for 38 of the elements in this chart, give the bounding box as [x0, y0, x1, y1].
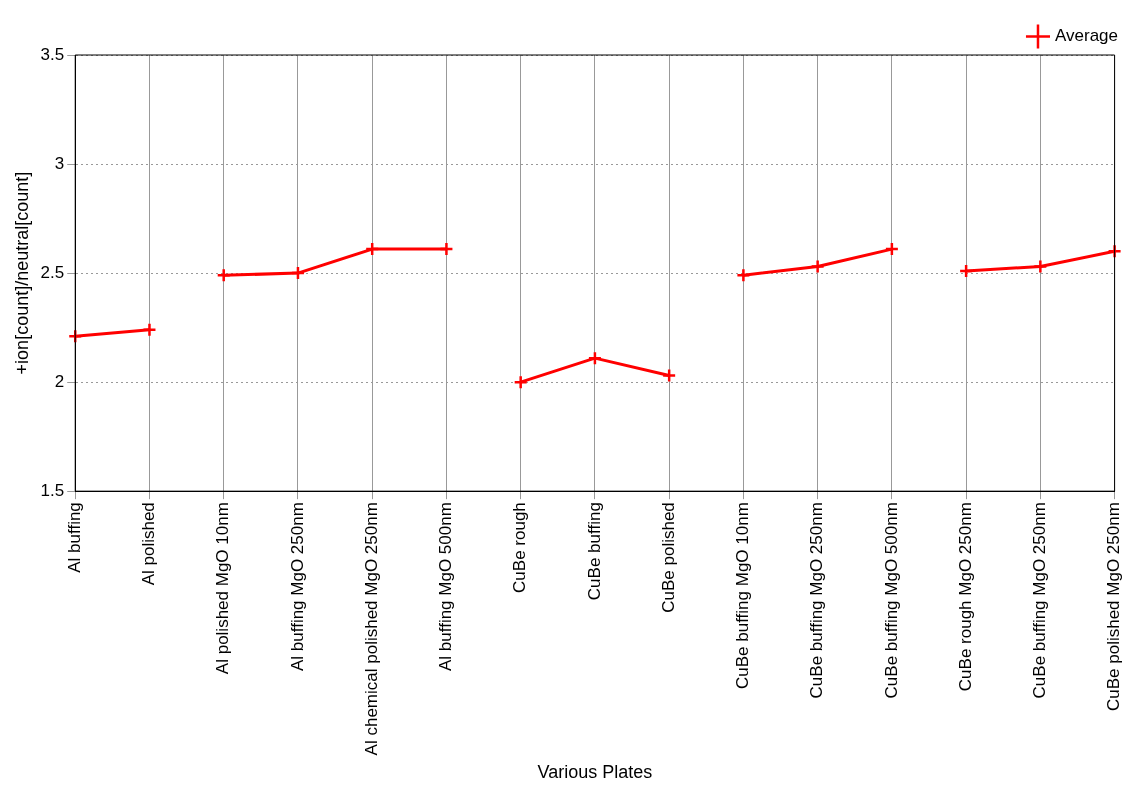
x-tick-label: CuBe polished: [658, 502, 678, 613]
point: [661, 368, 677, 383]
y-tick-label: 2.5: [40, 262, 65, 282]
point: [958, 263, 974, 279]
point: [810, 259, 825, 274]
x-tick-label: CuBe buffing: [584, 502, 604, 601]
point: [1107, 244, 1122, 259]
y-tick-label: 2: [54, 371, 65, 391]
x-tick-label: CuBe rough: [510, 502, 530, 593]
y-tick-label: 3: [54, 153, 65, 173]
point: [439, 241, 454, 257]
point: [290, 265, 306, 281]
x-axis-title: Various Plates: [537, 762, 653, 783]
point: [142, 322, 157, 338]
x-tick-label: Al chemical polished MgO 250nm: [361, 502, 381, 756]
x-tick-label: Al buffing MgO 250nm: [287, 502, 307, 672]
x-tick-label: Al polished: [139, 502, 159, 586]
y-axis-title: +ion[count]/neutral[count]: [11, 171, 32, 375]
x-tick-label: CuBe polished MgO 250nm: [1104, 502, 1124, 712]
legend-label: Average: [1054, 26, 1118, 46]
x-tick-label: CuBe rough MgO 250nm: [955, 502, 975, 692]
x-tick-label: CuBe buffing MgO 250nm: [1030, 502, 1050, 699]
point: [513, 374, 528, 390]
x-tick-label: CuBe buffing MgO 10nm: [733, 502, 753, 689]
x-tick-label: CuBe buffing MgO 500nm: [881, 502, 901, 699]
x-tick-label: Al buffing MgO 500nm: [436, 502, 456, 672]
y-tick-label: 1.5: [40, 480, 65, 500]
point: [1033, 259, 1048, 274]
point: [884, 241, 900, 257]
point: [67, 329, 83, 344]
point: [364, 241, 380, 257]
point: [216, 268, 231, 283]
point: [736, 268, 751, 283]
x-tick-label: CuBe buffing MgO 250nm: [807, 502, 827, 699]
y-tick-label: 3.5: [40, 44, 65, 64]
x-tick-label: Al buffing: [64, 502, 84, 573]
point: [587, 350, 603, 366]
x-tick-label: Al polished MgO 10nm: [213, 502, 233, 675]
